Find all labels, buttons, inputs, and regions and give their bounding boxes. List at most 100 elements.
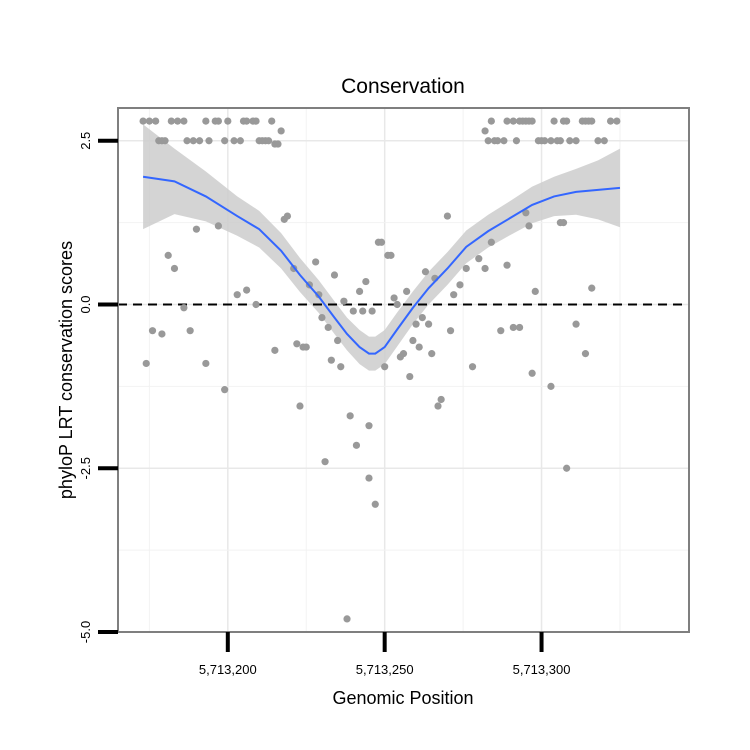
data-point [283,212,292,220]
data-point [362,277,370,286]
data-point [484,137,492,145]
data-point [268,117,276,125]
chart-title: Conservation [341,75,465,98]
data-point [183,137,191,145]
data-point [161,137,169,145]
data-point [481,264,489,273]
data-point [509,323,517,332]
x-tick-label: 5,713,250 [356,662,414,677]
data-point [343,615,351,623]
y-tick-label: 0.0 [78,295,93,313]
data-point [221,137,229,145]
data-point [186,327,194,335]
data-point [264,137,273,145]
data-point [170,264,179,273]
data-point [487,117,495,125]
data-point [243,117,251,125]
data-point [312,258,320,266]
y-tick-label: -2.5 [78,457,93,479]
data-point [324,323,332,332]
data-point [359,307,367,315]
data-point [337,363,345,371]
data-point [180,117,188,125]
data-point [512,137,521,145]
data-point [390,294,398,302]
data-point [340,297,348,305]
data-point [421,268,430,276]
data-point [293,340,301,348]
data-point [456,281,464,289]
data-point [468,363,477,371]
data-point [434,402,442,410]
data-point [572,320,580,328]
data-point [368,307,376,315]
data-point [547,382,555,390]
y-tick-label: 2.5 [78,132,93,150]
data-point [572,137,580,145]
data-point [446,327,455,335]
data-point [497,327,505,335]
data-point [487,238,495,246]
data-point [167,117,175,125]
data-point [352,441,361,449]
data-point [509,117,517,125]
data-point [158,330,166,338]
data-point [437,395,445,404]
data-point [528,117,536,125]
data-point [321,458,329,466]
data-point [271,346,279,354]
data-point [230,137,238,145]
plot-area: -5.0 -2.5 0.0 2.5 5,713,200 5,713,250 5,713,30… [78,107,690,677]
data-point [500,137,508,145]
data-point [475,255,483,263]
data-point [443,212,452,220]
data-point [588,117,596,125]
data-point [180,304,188,312]
data-point [221,386,229,394]
data-point [327,356,335,364]
data-point [600,137,608,145]
data-point [139,117,147,125]
data-point [346,412,354,420]
data-point [428,350,436,358]
data-point [406,372,414,381]
data-point [559,219,568,227]
data-point [403,287,411,295]
data-point [550,117,558,125]
data-point [415,343,423,351]
data-point [192,225,201,233]
data-point [563,117,571,125]
data-point [566,137,574,145]
data-point [145,117,153,125]
data-point [399,350,408,358]
data-point [494,137,502,145]
data-point [302,343,310,351]
data-point [371,500,379,508]
data-point [377,238,386,246]
data-point [142,359,150,368]
data-point [387,251,395,259]
data-point [174,117,182,125]
data-point [349,307,357,315]
data-point [355,287,364,295]
x-axis-label: Genomic Position [332,688,473,708]
data-point [424,320,433,328]
data-point [195,137,204,145]
data-point [224,117,232,125]
data-point [277,127,285,135]
data-point [556,137,564,145]
data-point [205,137,213,145]
data-point [418,314,426,322]
y-axis-label: phyloP LRT conservation scores [56,241,76,499]
data-point [202,117,210,125]
data-point [541,137,549,145]
data-point [330,271,339,279]
data-point [528,369,536,377]
data-point [152,117,160,125]
data-point [334,336,342,345]
data-point [547,137,555,145]
data-point [581,350,590,358]
data-point [164,251,172,259]
data-point [462,264,470,273]
